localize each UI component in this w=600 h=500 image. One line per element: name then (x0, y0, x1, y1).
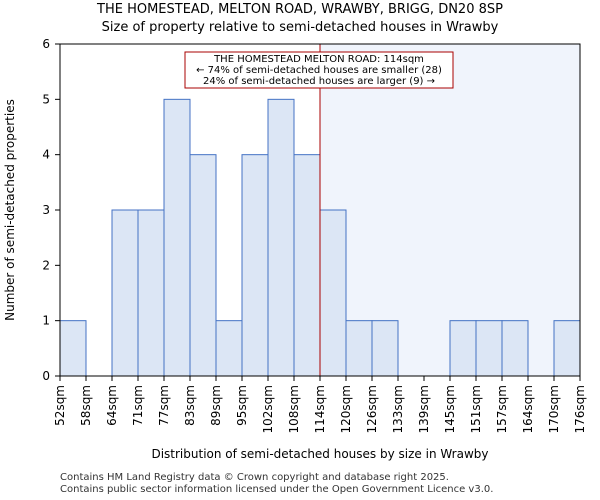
x-tick-label: 114sqm (313, 385, 327, 433)
bar-83sqm (189, 154, 217, 377)
bar-114sqm (319, 209, 347, 377)
annotation-line-1: THE HOMESTEAD MELTON ROAD: 114sqm (213, 54, 424, 65)
annotation-line-2: ← 74% of semi-detached houses are smalle… (196, 65, 442, 76)
x-tick-label: 102sqm (261, 385, 275, 433)
x-tick-label: 77sqm (157, 385, 171, 426)
bar-64sqm (111, 209, 139, 377)
y-tick-label: 3 (42, 203, 50, 217)
y-tick-label: 0 (42, 369, 50, 383)
y-tick-label: 1 (42, 314, 50, 328)
bar-52sqm (59, 320, 87, 377)
x-tick-label: 89sqm (209, 385, 223, 426)
y-tick-label: 4 (42, 148, 50, 162)
x-tick-label: 164sqm (521, 385, 535, 433)
bar-126sqm (371, 320, 399, 377)
y-tick-label: 2 (42, 258, 50, 272)
x-tick-label: 157sqm (495, 385, 509, 433)
y-tick-label: 6 (42, 37, 50, 51)
bar-151sqm (475, 320, 503, 377)
bar-120sqm (345, 320, 373, 377)
x-tick-label: 108sqm (287, 385, 301, 433)
bar-157sqm (501, 320, 529, 377)
x-tick-label: 64sqm (105, 385, 119, 426)
x-tick-label: 139sqm (417, 385, 431, 433)
bar-170sqm (553, 320, 581, 377)
x-tick-label: 58sqm (79, 385, 93, 426)
bar-108sqm (293, 154, 321, 377)
annotation-box (184, 51, 454, 89)
x-tick-label: 95sqm (235, 385, 249, 426)
annotation-line-3: 24% of semi-detached houses are larger (… (203, 76, 435, 87)
x-tick-label: 145sqm (443, 385, 457, 433)
x-axis-label: Distribution of semi-detached houses by … (151, 447, 488, 461)
x-tick-label: 120sqm (339, 385, 353, 433)
x-tick-label: 126sqm (365, 385, 379, 433)
x-tick-label: 71sqm (131, 385, 145, 426)
footer-line-1: Contains HM Land Registry data © Crown c… (60, 472, 449, 483)
bar-89sqm (215, 320, 243, 377)
chart-title: THE HOMESTEAD, MELTON ROAD, WRAWBY, BRIG… (97, 2, 503, 17)
footer-line-2: Contains public sector information licen… (60, 484, 494, 495)
x-tick-label: 176sqm (573, 385, 587, 433)
bar-145sqm (449, 320, 477, 377)
x-tick-label: 170sqm (547, 385, 561, 433)
x-tick-label: 151sqm (469, 385, 483, 433)
chart-subtitle: Size of property relative to semi-detach… (101, 20, 499, 35)
y-axis-label: Number of semi-detached properties (3, 99, 17, 321)
bar-95sqm (241, 154, 269, 377)
y-tick-label: 5 (42, 92, 50, 106)
bar-71sqm (137, 209, 165, 377)
bar-102sqm (267, 98, 295, 377)
bar-77sqm (163, 98, 191, 377)
x-tick-label: 133sqm (391, 385, 405, 433)
x-tick-label: 83sqm (183, 385, 197, 426)
x-tick-label: 52sqm (53, 385, 67, 426)
